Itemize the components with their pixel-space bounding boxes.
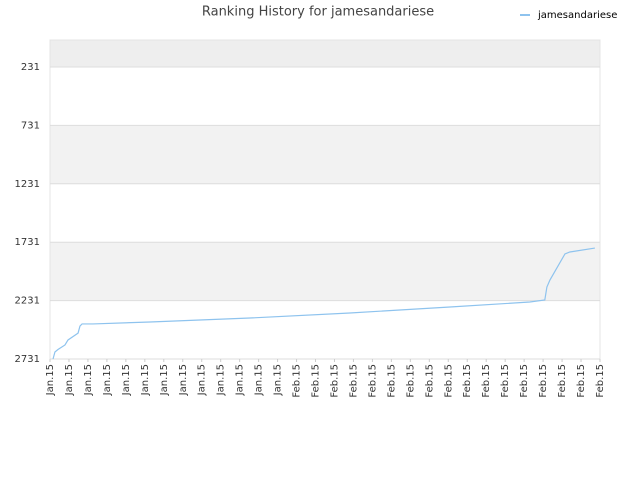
x-tick-label: Feb.15 [292, 364, 303, 398]
x-tick-label: Jan.15 [159, 364, 170, 396]
y-tick-label: 2231 [15, 296, 40, 307]
x-tick-label: Feb.15 [519, 364, 530, 398]
x-tick-label: Jan.15 [197, 364, 208, 396]
band [50, 40, 600, 67]
legend-label: jamesandariese [537, 10, 617, 21]
x-tick-label: Jan.15 [121, 364, 132, 396]
line [52, 247, 595, 360]
x-tick-label: Jan.15 [235, 364, 246, 396]
x-tick-label: Feb.15 [329, 364, 340, 398]
y-tick-label: 2731 [15, 354, 40, 365]
x-tick-label: Feb.15 [557, 364, 568, 398]
x-tick-label: Feb.15 [500, 364, 511, 398]
x-tick-label: Feb.15 [311, 364, 322, 398]
x-tick-label: Feb.15 [443, 364, 454, 398]
x-tick-label: Feb.15 [405, 364, 416, 398]
y-tick-label: 231 [21, 62, 40, 73]
x-tick-label: Feb.15 [595, 364, 606, 398]
y-tick-label: 1231 [15, 179, 40, 190]
x-tick-label: Feb.15 [462, 364, 473, 398]
y-tick-label: 731 [21, 120, 40, 131]
plot-border [49, 39, 601, 360]
x-tick-label: Jan.15 [140, 364, 151, 396]
x-tick-label: Feb.15 [424, 364, 435, 398]
band [50, 125, 600, 184]
chart-title: Ranking History for jamesandariese [202, 5, 434, 20]
y-tick-label: 1731 [15, 237, 40, 248]
x-tick-label: Feb.15 [538, 364, 549, 398]
x-tick-label: Jan.15 [45, 364, 56, 396]
x-tick-label: Feb.15 [576, 364, 587, 398]
x-tick-label: Jan.15 [216, 364, 227, 396]
x-tick-label: Feb.15 [481, 364, 492, 398]
x-tick-label: Jan.15 [273, 364, 284, 396]
x-tick-label: Feb.15 [367, 364, 378, 398]
x-tick-label: Jan.15 [83, 364, 94, 396]
band [50, 242, 600, 301]
x-tick-label: Jan.15 [64, 364, 75, 396]
x-tick-label: Jan.15 [254, 364, 265, 396]
x-tick-label: Jan.15 [178, 364, 189, 396]
x-tick-label: Feb.15 [348, 364, 359, 398]
x-tick-label: Jan.15 [102, 364, 113, 396]
x-tick-label: Feb.15 [386, 364, 397, 398]
